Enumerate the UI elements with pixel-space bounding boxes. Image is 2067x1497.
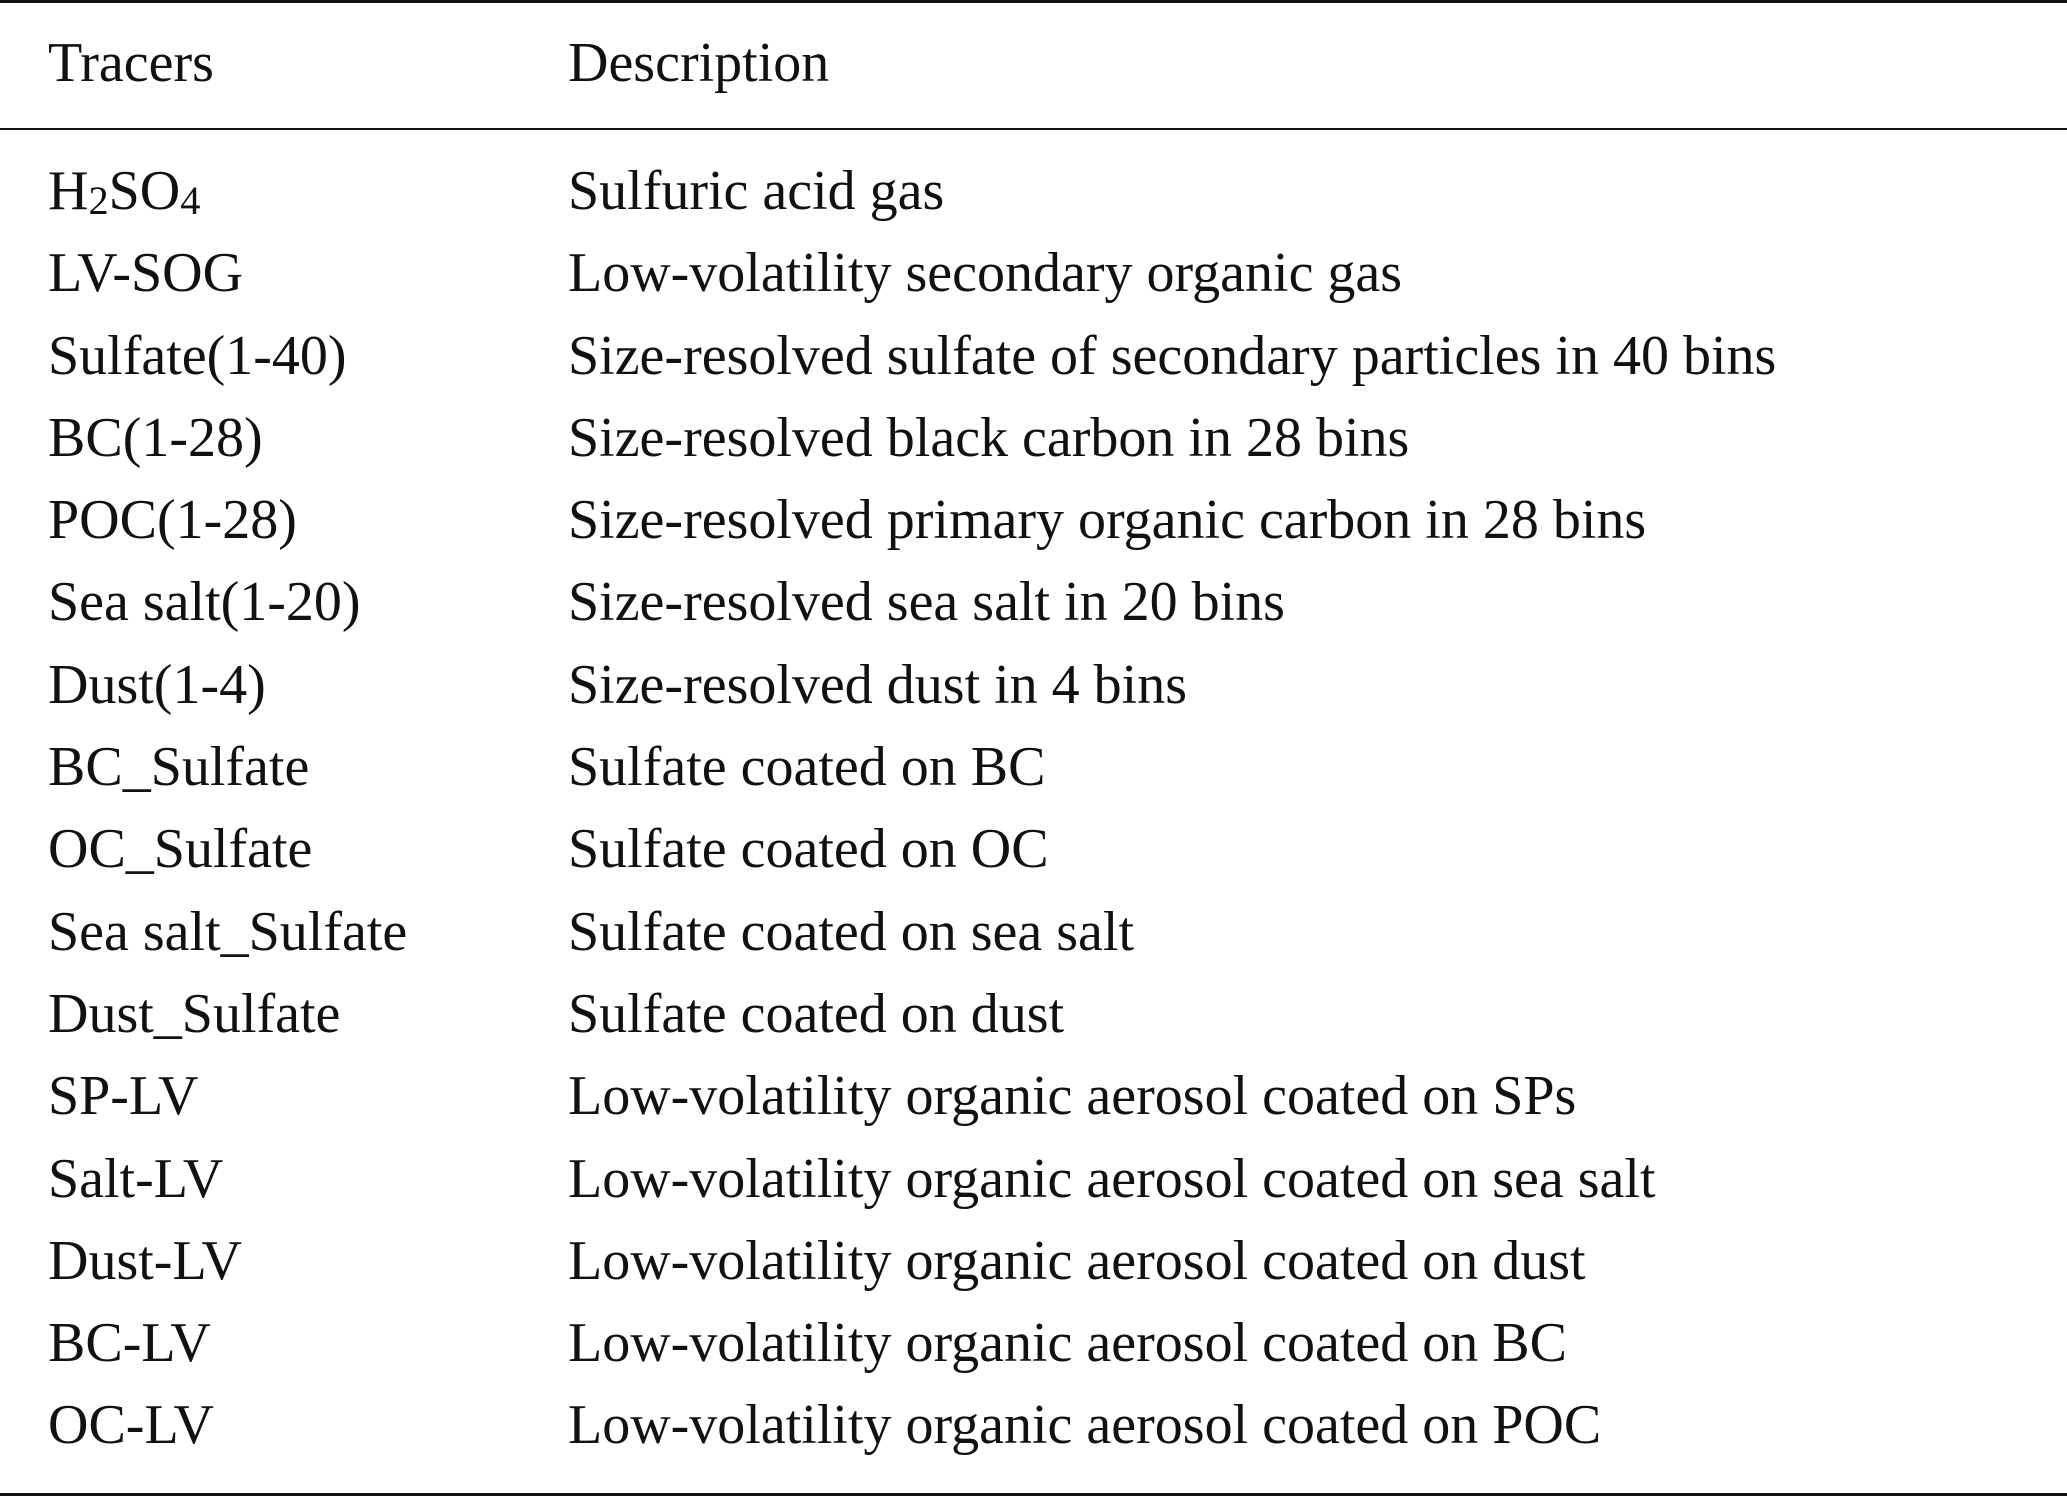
- table-row: OC_Sulfate Sulfate coated on OC: [0, 808, 2067, 890]
- description-cell: Sulfuric acid gas: [568, 160, 945, 222]
- tracer-cell: BC_Sulfate: [48, 736, 310, 799]
- table-row: OC-LV Low-volatility organic aerosol coa…: [0, 1384, 2067, 1466]
- table-row: Dust_Sulfate Sulfate coated on dust: [0, 973, 2067, 1055]
- description-cell: Size-resolved black carbon in 28 bins: [568, 406, 1410, 469]
- tracer-cell: SP-LV: [48, 1065, 199, 1128]
- tracer-cell: Dust(1-4): [48, 653, 266, 716]
- table-header-rule: [0, 128, 2067, 130]
- table-row: Sea salt(1-20) Size-resolved sea salt in…: [0, 561, 2067, 643]
- description-cell: Low-volatility organic aerosol coated on…: [568, 1394, 1602, 1457]
- tracer-cell: POC(1-28): [48, 489, 297, 552]
- description-cell: Low-volatility organic aerosol coated on…: [568, 1229, 1586, 1292]
- tracer-cell: Dust_Sulfate: [48, 982, 341, 1045]
- description-cell: Low-volatility organic aerosol coated on…: [568, 1065, 1577, 1128]
- description-cell: Low-volatility secondary organic gas: [568, 242, 1403, 305]
- table-row: Sea salt_Sulfate Sulfate coated on sea s…: [0, 891, 2067, 973]
- tracer-cell: BC-LV: [48, 1312, 211, 1375]
- table-body: H2SO4 Sulfuric acid gas LV-SOG Low-volat…: [0, 150, 2067, 1467]
- tracer-cell: OC-LV: [48, 1394, 214, 1457]
- description-cell: Sulfate coated on OC: [568, 818, 1049, 881]
- tracer-cell: Sea salt_Sulfate: [48, 900, 408, 963]
- table-row: SP-LV Low-volatility organic aerosol coa…: [0, 1055, 2067, 1137]
- table-row: Sulfate(1-40) Size-resolved sulfate of s…: [0, 315, 2067, 397]
- table-bottom-rule: [0, 1493, 2067, 1496]
- description-cell: Sulfate coated on dust: [568, 982, 1065, 1045]
- table-row: BC-LV Low-volatility organic aerosol coa…: [0, 1302, 2067, 1384]
- description-cell: Size-resolved sulfate of secondary parti…: [568, 324, 1777, 387]
- tracer-cell: Dust-LV: [48, 1229, 242, 1292]
- tracer-cell: H2SO4: [48, 160, 201, 223]
- description-cell: Low-volatility organic aerosol coated on…: [568, 1147, 1656, 1210]
- table-row: Dust-LV Low-volatility organic aerosol c…: [0, 1220, 2067, 1302]
- table-top-rule: [0, 0, 2067, 3]
- tracer-cell: Sea salt(1-20): [48, 571, 361, 634]
- description-cell: Size-resolved sea salt in 20 bins: [568, 571, 1285, 634]
- table-row: Salt-LV Low-volatility organic aerosol c…: [0, 1138, 2067, 1220]
- table-row: H2SO4 Sulfuric acid gas: [0, 150, 2067, 232]
- tracer-cell: OC_Sulfate: [48, 818, 313, 881]
- description-cell: Size-resolved dust in 4 bins: [568, 653, 1188, 716]
- description-cell: Sulfate coated on sea salt: [568, 900, 1135, 963]
- table-row: POC(1-28) Size-resolved primary organic …: [0, 479, 2067, 561]
- description-cell: Low-volatility organic aerosol coated on…: [568, 1312, 1567, 1375]
- tracer-cell: Salt-LV: [48, 1147, 224, 1210]
- table-row: Dust(1-4) Size-resolved dust in 4 bins: [0, 644, 2067, 726]
- tracer-cell: LV-SOG: [48, 242, 244, 305]
- tracer-cell: Sulfate(1-40): [48, 324, 347, 387]
- description-cell: Size-resolved primary organic carbon in …: [568, 489, 1647, 552]
- table-row: LV-SOG Low-volatility secondary organic …: [0, 232, 2067, 314]
- tracer-cell: BC(1-28): [48, 406, 263, 469]
- table-row: BC(1-28) Size-resolved black carbon in 2…: [0, 397, 2067, 479]
- table-row: BC_Sulfate Sulfate coated on BC: [0, 726, 2067, 808]
- description-cell: Sulfate coated on BC: [568, 736, 1046, 799]
- header-description: Description: [568, 32, 830, 94]
- header-tracers: Tracers: [48, 32, 214, 94]
- table-header-row: Tracers Description: [0, 22, 2067, 104]
